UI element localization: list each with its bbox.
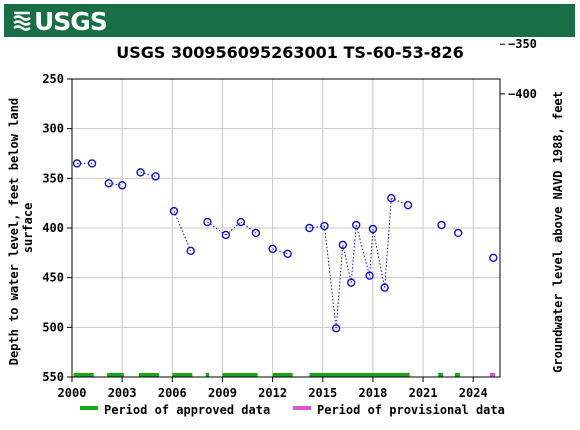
data-point: [136, 168, 145, 177]
data-point: [169, 206, 179, 216]
approved-period-bar: [222, 373, 258, 377]
data-point: [437, 220, 446, 230]
data-point: [283, 249, 292, 259]
approved-period-bar: [272, 373, 293, 377]
data-point: [380, 283, 389, 292]
x-axis-ticks: 2000 2003 2006 2009 2012 2015 2018 2021 2024: [58, 377, 488, 400]
left-tick-label: 400: [42, 221, 64, 235]
right-tick-label: −400: [508, 87, 537, 101]
x-tick-label: 2012: [258, 386, 287, 400]
right-axis-ticks: −150−200−250−300−350−400: [500, 0, 537, 101]
left-axis-label: Depth to water level, feet below land su…: [7, 91, 35, 366]
data-point: [251, 228, 261, 238]
data-point: [268, 244, 277, 254]
x-tick-label: 2009: [208, 386, 237, 400]
series-segment: [108, 182, 123, 186]
series-segment: [335, 244, 344, 329]
series-segment: [369, 228, 374, 276]
series-segment: [372, 228, 386, 288]
data-point: [87, 159, 97, 168]
series-segment: [140, 171, 156, 177]
data-point: [186, 246, 195, 256]
series-segment: [384, 198, 392, 288]
series-points: [72, 159, 498, 333]
x-tick-label: 2015: [308, 386, 337, 400]
data-point: [454, 228, 463, 238]
series-segment: [391, 197, 409, 206]
left-axis-label-line1: Depth to water level, feet below land: [7, 98, 21, 365]
left-tick-label: 350: [42, 171, 64, 185]
data-point: [151, 172, 160, 181]
data-point: [338, 240, 348, 250]
data-point: [221, 230, 231, 240]
data-periods: [73, 373, 495, 377]
left-tick-label: 550: [42, 370, 64, 384]
data-point: [365, 271, 374, 280]
grid: [71, 78, 500, 378]
x-tick-label: 2018: [358, 386, 387, 400]
data-point: [331, 324, 341, 333]
left-axis-ticks: 250 300 350 400 450 500 550: [42, 72, 72, 384]
series-segment: [355, 224, 371, 276]
usgs-wave-icon: [13, 11, 31, 31]
x-tick-label: 2003: [108, 386, 137, 400]
left-tick-label: 300: [42, 122, 64, 136]
data-point: [117, 181, 127, 190]
approved-period-bar: [438, 373, 444, 377]
data-point: [347, 278, 356, 287]
x-tick-label: 2006: [158, 386, 187, 400]
right-tick-label: −300: [508, 0, 537, 2]
data-point: [305, 223, 314, 233]
x-tick-label: 2024: [459, 386, 488, 400]
left-tick-label: 450: [42, 271, 64, 285]
legend-approved-label: Period of approved data: [104, 403, 270, 417]
x-tick-label: 2000: [58, 386, 87, 400]
provisional-period-bar: [489, 373, 495, 377]
data-point: [236, 217, 246, 227]
data-point: [387, 193, 396, 203]
data-point: [403, 200, 413, 210]
left-axis-label-line2: surface: [21, 203, 35, 254]
legend-provisional-swatch: [293, 406, 311, 410]
right-tick-label: −350: [508, 37, 537, 51]
data-point: [320, 221, 329, 231]
x-tick-label: 2021: [409, 386, 438, 400]
approved-period-bar: [454, 373, 460, 377]
approved-period-bar: [73, 373, 94, 377]
data-point: [203, 217, 212, 227]
left-tick-label: 250: [42, 72, 64, 86]
data-point: [368, 224, 378, 234]
approved-period-bar: [309, 373, 410, 377]
usgs-banner: USGS: [4, 4, 575, 37]
series-segment: [272, 248, 288, 255]
data-point: [352, 220, 361, 230]
data-point: [104, 179, 113, 188]
series-segment: [309, 225, 325, 229]
series-segment: [350, 224, 357, 283]
approved-period-bar: [172, 373, 193, 377]
left-tick-label: 500: [42, 320, 64, 334]
right-axis-label: Groundwater level above NAVD 1988, feet: [551, 91, 565, 373]
approved-period-bar: [107, 373, 124, 377]
chart-title: USGS 300956095263001 TS-60-53-826: [116, 43, 464, 62]
approved-period-bar: [138, 373, 159, 377]
data-point: [489, 253, 498, 262]
legend-provisional-label: Period of provisional data: [317, 403, 505, 417]
series-segment: [342, 244, 352, 283]
legend-approved-swatch: [80, 406, 98, 410]
legend: Period of approved data Period of provis…: [80, 403, 505, 417]
approved-period-bar: [205, 373, 210, 377]
usgs-logo-text: USGS: [34, 7, 108, 36]
data-point: [72, 159, 82, 168]
series-segment: [173, 210, 192, 252]
series-lines: [77, 162, 409, 329]
